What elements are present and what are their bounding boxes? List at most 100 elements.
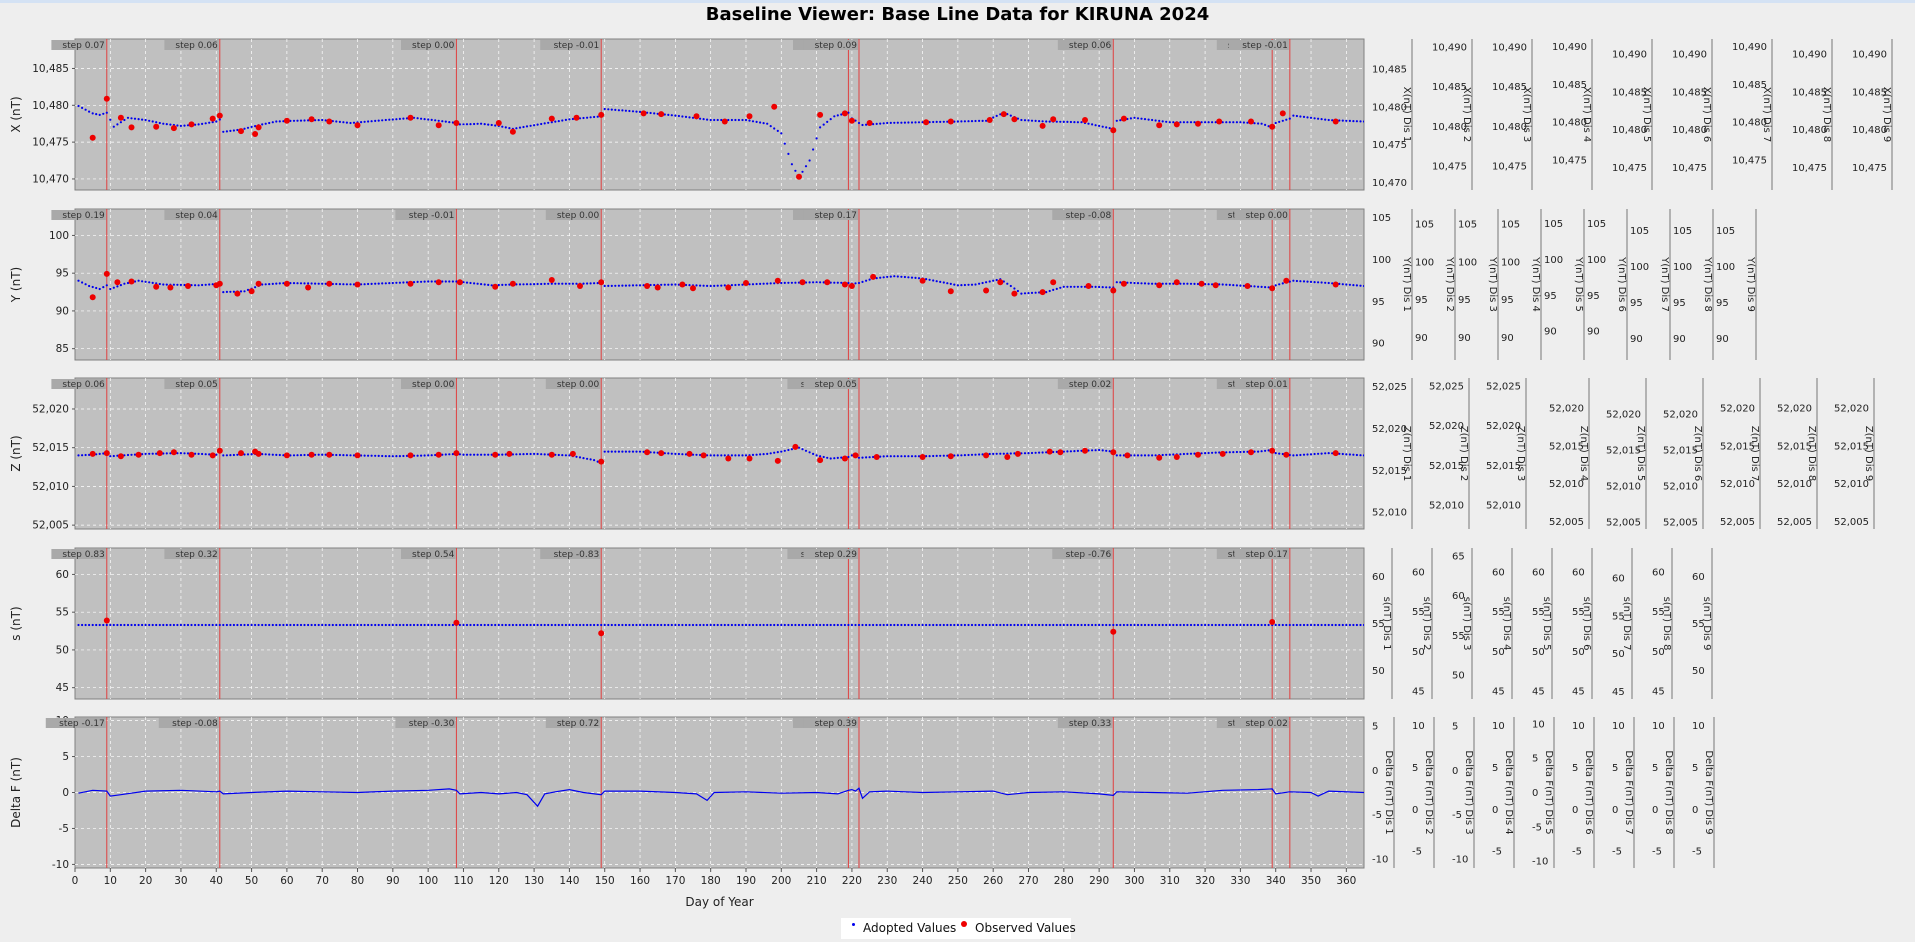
z-observed-point bbox=[873, 454, 880, 460]
s-adopted-point bbox=[1069, 623, 1072, 627]
y-side-tick-label: 90 bbox=[1587, 327, 1600, 338]
z-adopted-point bbox=[151, 452, 154, 455]
z-observed-point bbox=[1156, 454, 1163, 461]
z-adopted-point bbox=[81, 454, 84, 457]
s-adopted-point bbox=[1341, 623, 1344, 627]
z-adopted-point bbox=[610, 450, 613, 453]
s-adopted-point bbox=[211, 623, 214, 627]
x-adopted-point bbox=[494, 124, 497, 127]
x-adopted-point bbox=[1172, 121, 1175, 124]
x-adopted-point bbox=[914, 121, 917, 124]
z-adopted-point bbox=[264, 453, 267, 456]
x-adopted-point bbox=[275, 120, 278, 123]
z-adopted-point bbox=[723, 454, 726, 457]
x-adopted-point bbox=[504, 126, 507, 129]
y-adopted-point bbox=[1045, 291, 1048, 294]
y-adopted-point bbox=[462, 281, 465, 284]
x-adopted-point bbox=[250, 125, 253, 128]
s-adopted-point bbox=[275, 623, 278, 627]
z-adopted-point bbox=[292, 454, 296, 457]
df-side-tick-label: -5 bbox=[1492, 847, 1502, 858]
y-observed-point bbox=[774, 277, 781, 284]
chart-title: Baseline Viewer: Base Line Data for KIRU… bbox=[705, 4, 1210, 25]
x-adopted-point bbox=[1161, 120, 1164, 123]
y-adopted-point bbox=[1242, 284, 1245, 287]
s-adopted-point bbox=[557, 623, 560, 627]
s-adopted-point bbox=[882, 623, 885, 627]
x-adopted-point bbox=[981, 119, 984, 122]
z-adopted-point bbox=[465, 453, 469, 456]
z-adopted-point bbox=[229, 454, 232, 457]
y-adopted-point bbox=[985, 281, 988, 284]
s-adopted-point bbox=[77, 623, 80, 627]
y-observed-point bbox=[848, 283, 855, 289]
x-adopted-point bbox=[342, 121, 345, 124]
y-adopted-point bbox=[490, 284, 493, 287]
y-adopted-point bbox=[296, 282, 299, 285]
y-adopted-point bbox=[504, 283, 507, 286]
s-adopted-point bbox=[963, 623, 967, 627]
s-adopted-point bbox=[670, 623, 673, 627]
z-adopted-point bbox=[525, 452, 529, 456]
s-adopted-point bbox=[1355, 623, 1358, 627]
df-side-tick-label: 0 bbox=[1612, 805, 1618, 816]
z-observed-point bbox=[1248, 449, 1254, 456]
s-adopted-point bbox=[278, 623, 281, 627]
y-adopted-point bbox=[769, 282, 772, 285]
y-adopted-point bbox=[88, 284, 91, 288]
z-adopted-point bbox=[1168, 453, 1171, 456]
x-side-tick-label: 10,480 bbox=[1852, 125, 1887, 136]
s-adopted-point bbox=[1242, 623, 1245, 627]
x-adopted-point bbox=[561, 119, 564, 122]
s-adopted-point bbox=[815, 623, 818, 627]
s-adopted-point bbox=[783, 623, 786, 627]
x-step-label: step 0.06 bbox=[175, 41, 218, 51]
x-adopted-point bbox=[939, 120, 942, 123]
x-observed-point bbox=[721, 118, 728, 125]
s-side-tick-label: 50 bbox=[1652, 647, 1665, 658]
s-adopted-point bbox=[292, 623, 296, 627]
y-adopted-point bbox=[586, 282, 589, 285]
y-adopted-point bbox=[1066, 285, 1069, 288]
x-adopted-point bbox=[211, 121, 214, 124]
s-adopted-point bbox=[338, 623, 341, 627]
s-side-tick-label: 60 bbox=[1692, 572, 1705, 583]
x-side-tick-label: 10,480 bbox=[1672, 125, 1707, 136]
df-side-tick-label: 5 bbox=[1612, 763, 1618, 774]
s-adopted-point bbox=[699, 623, 702, 627]
y-adopted-point bbox=[706, 284, 709, 287]
y-adopted-point bbox=[448, 280, 451, 283]
x-side-axis-label: X(nT) Dis 8 bbox=[1821, 87, 1832, 143]
x-ytick-label: 10,485 bbox=[32, 63, 69, 75]
s-adopted-point bbox=[412, 623, 416, 627]
s-adopted-point bbox=[1112, 623, 1115, 627]
y-adopted-point bbox=[314, 282, 317, 285]
z-observed-point bbox=[792, 443, 799, 450]
s-adopted-point bbox=[868, 623, 871, 627]
x-ylabel: X (nT) bbox=[9, 96, 23, 132]
y-observed-point bbox=[1212, 282, 1219, 289]
s-adopted-point bbox=[1193, 623, 1196, 627]
s-adopted-point bbox=[1218, 623, 1221, 627]
s-adopted-point bbox=[780, 623, 783, 627]
s-adopted-point bbox=[840, 623, 843, 627]
z-adopted-point bbox=[617, 450, 621, 453]
x-adopted-point bbox=[628, 109, 631, 113]
s-adopted-point bbox=[755, 623, 758, 627]
x-adopted-point bbox=[271, 121, 274, 124]
s-adopted-point bbox=[1189, 623, 1193, 627]
x-adopted-point bbox=[169, 123, 172, 126]
s-observed-point bbox=[598, 630, 605, 637]
x-tick-label: 220 bbox=[842, 875, 862, 887]
x-adopted-point bbox=[1154, 119, 1157, 122]
x-observed-point bbox=[308, 116, 315, 123]
y-adopted-point bbox=[688, 284, 691, 287]
z-adopted-point bbox=[268, 453, 271, 456]
s-adopted-point bbox=[875, 623, 878, 627]
y-adopted-point bbox=[1352, 284, 1355, 287]
y-adopted-point bbox=[91, 285, 94, 289]
y-step-label: step 0.17 bbox=[815, 211, 857, 221]
y-adopted-point bbox=[1207, 283, 1210, 286]
s-adopted-point bbox=[155, 623, 158, 627]
s-adopted-point bbox=[1143, 623, 1147, 627]
